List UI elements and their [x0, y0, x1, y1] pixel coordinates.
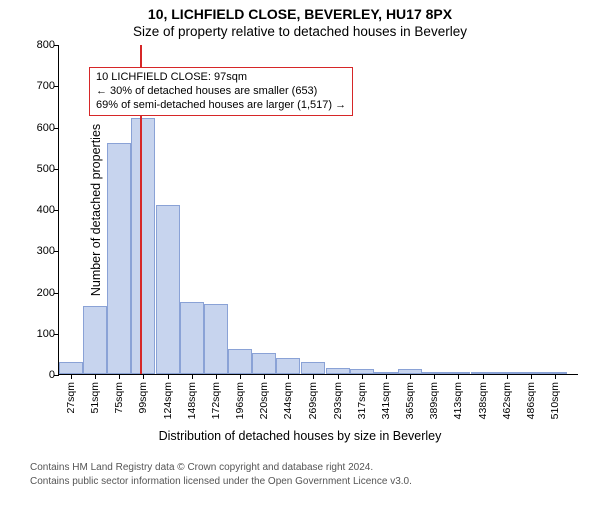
ytick-label: 700 [25, 80, 55, 92]
xtick-label: 244sqm [282, 382, 294, 419]
xtick-label: 365sqm [404, 382, 416, 419]
ytick-label: 800 [25, 39, 55, 51]
histogram-bar [276, 358, 300, 375]
ytick-label: 100 [25, 328, 55, 340]
xtick-mark [338, 374, 339, 379]
footer-line-1: Contains HM Land Registry data © Crown c… [30, 461, 600, 475]
histogram-bar [131, 118, 155, 374]
chart-container: Number of detached properties 0100200300… [58, 45, 578, 375]
xtick-label: 510sqm [549, 382, 561, 419]
xtick-mark [240, 374, 241, 379]
xtick-mark [216, 374, 217, 379]
xtick-mark [71, 374, 72, 379]
xtick-label: 51sqm [89, 382, 101, 414]
annotation-box: 10 LICHFIELD CLOSE: 97sqm← 30% of detach… [89, 67, 353, 116]
xtick-label: 341sqm [380, 382, 392, 419]
xtick-label: 75sqm [113, 382, 125, 414]
xtick-label: 220sqm [258, 382, 270, 419]
xtick-label: 27sqm [65, 382, 77, 414]
xtick-mark [168, 374, 169, 379]
xtick-label: 317sqm [356, 382, 368, 419]
xtick-mark [483, 374, 484, 379]
xtick-mark [531, 374, 532, 379]
xtick-mark [386, 374, 387, 379]
xtick-label: 269sqm [307, 382, 319, 419]
xtick-mark [434, 374, 435, 379]
xtick-mark [362, 374, 363, 379]
ytick-label: 0 [25, 369, 55, 381]
xtick-mark [264, 374, 265, 379]
histogram-bar [301, 362, 325, 374]
ytick-label: 300 [25, 245, 55, 257]
annotation-line: ← 30% of detached houses are smaller (65… [96, 85, 346, 99]
xtick-label: 462sqm [501, 382, 513, 419]
xtick-label: 172sqm [210, 382, 222, 419]
ytick-label: 200 [25, 287, 55, 299]
xtick-mark [119, 374, 120, 379]
histogram-bar [59, 362, 83, 374]
page-title: 10, LICHFIELD CLOSE, BEVERLEY, HU17 8PX [0, 6, 600, 22]
histogram-bar [180, 302, 204, 374]
xtick-mark [313, 374, 314, 379]
histogram-bar [107, 143, 131, 374]
page-subtitle: Size of property relative to detached ho… [0, 24, 600, 39]
xtick-mark [555, 374, 556, 379]
xtick-mark [410, 374, 411, 379]
ytick-label: 600 [25, 122, 55, 134]
histogram-bar [204, 304, 228, 374]
histogram-bar [83, 306, 107, 374]
xtick-label: 196sqm [234, 382, 246, 419]
ytick-label: 500 [25, 163, 55, 175]
ytick-label: 400 [25, 204, 55, 216]
xtick-mark [143, 374, 144, 379]
xtick-mark [507, 374, 508, 379]
xtick-mark [192, 374, 193, 379]
histogram-bar [156, 205, 180, 374]
xtick-label: 99sqm [137, 382, 149, 414]
footer: Contains HM Land Registry data © Crown c… [30, 461, 600, 488]
xtick-label: 486sqm [525, 382, 537, 419]
xtick-label: 293sqm [332, 382, 344, 419]
plot-area: 010020030040050060070080027sqm51sqm75sqm… [58, 45, 578, 375]
xtick-label: 124sqm [162, 382, 174, 419]
annotation-line: 69% of semi-detached houses are larger (… [96, 99, 346, 113]
footer-line-2: Contains public sector information licen… [30, 475, 600, 489]
xtick-mark [288, 374, 289, 379]
annotation-line: 10 LICHFIELD CLOSE: 97sqm [96, 71, 346, 85]
xtick-mark [458, 374, 459, 379]
xtick-label: 413sqm [452, 382, 464, 419]
histogram-bar [228, 349, 252, 374]
histogram-bar [252, 353, 276, 374]
xtick-label: 438sqm [477, 382, 489, 419]
xtick-label: 148sqm [186, 382, 198, 419]
xtick-mark [95, 374, 96, 379]
x-axis-label: Distribution of detached houses by size … [0, 429, 600, 443]
xtick-label: 389sqm [428, 382, 440, 419]
